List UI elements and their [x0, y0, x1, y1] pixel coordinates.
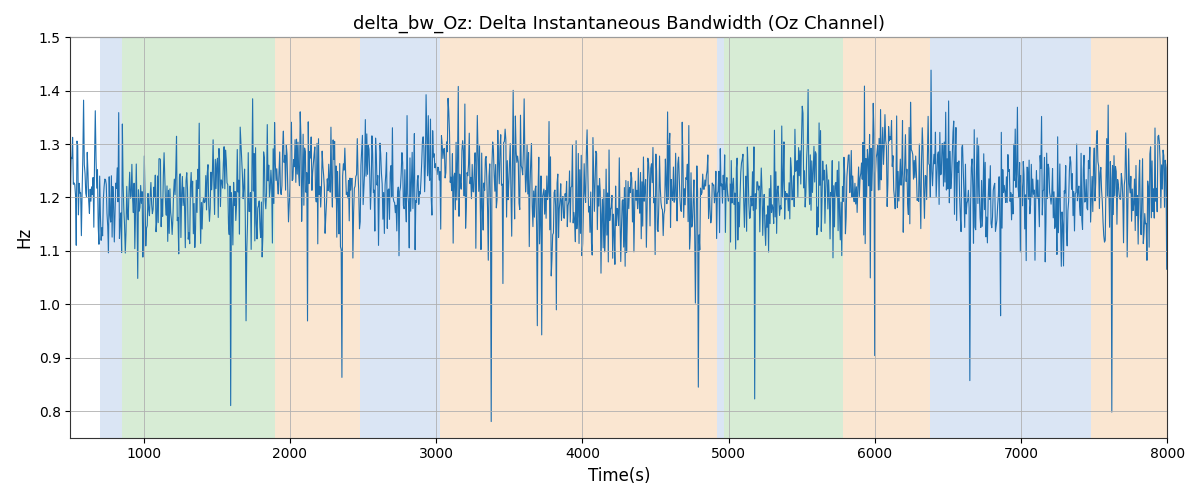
Bar [121, 38, 275, 438]
Bar [100, 38, 121, 438]
Bar [725, 38, 842, 438]
Y-axis label: Hz: Hz [14, 227, 32, 248]
Bar [440, 38, 716, 438]
Bar [716, 38, 725, 438]
Bar [360, 38, 440, 438]
Bar [1091, 38, 1182, 438]
Title: delta_bw_Oz: Delta Instantaneous Bandwidth (Oz Channel): delta_bw_Oz: Delta Instantaneous Bandwid… [353, 15, 884, 34]
Bar [930, 38, 1091, 438]
Bar [842, 38, 930, 438]
Bar [275, 38, 360, 438]
X-axis label: Time(s): Time(s) [588, 467, 650, 485]
